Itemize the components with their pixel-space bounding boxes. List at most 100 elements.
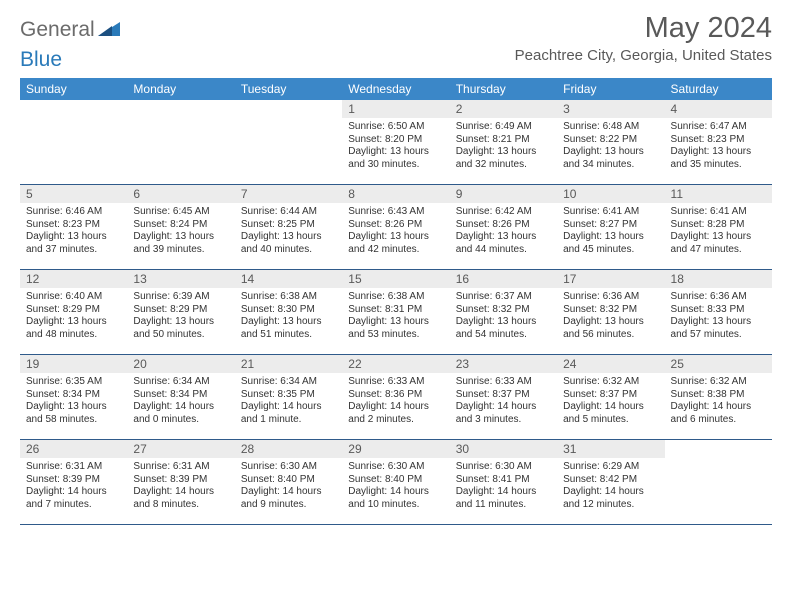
sunrise-line: Sunrise: 6:50 AM — [348, 121, 443, 134]
day-number: 5 — [20, 185, 127, 203]
day-body: Sunrise: 6:30 AMSunset: 8:41 PMDaylight:… — [450, 458, 557, 515]
sunset-line: Sunset: 8:30 PM — [241, 304, 336, 317]
sunset-line: Sunset: 8:39 PM — [133, 474, 228, 487]
sunrise-line: Sunrise: 6:31 AM — [133, 461, 228, 474]
day-body: Sunrise: 6:33 AMSunset: 8:36 PMDaylight:… — [342, 373, 449, 430]
day-body: Sunrise: 6:47 AMSunset: 8:23 PMDaylight:… — [665, 118, 772, 175]
daylight-line: Daylight: 13 hours and 30 minutes. — [348, 146, 443, 171]
sunrise-line: Sunrise: 6:39 AM — [133, 291, 228, 304]
day-body: Sunrise: 6:41 AMSunset: 8:27 PMDaylight:… — [557, 203, 664, 260]
daylight-line: Daylight: 14 hours and 2 minutes. — [348, 401, 443, 426]
sunset-line: Sunset: 8:31 PM — [348, 304, 443, 317]
dow-friday: Friday — [557, 78, 664, 100]
daylight-line: Daylight: 13 hours and 39 minutes. — [133, 231, 228, 256]
sunrise-line: Sunrise: 6:33 AM — [456, 376, 551, 389]
day-cell: 22Sunrise: 6:33 AMSunset: 8:36 PMDayligh… — [342, 355, 449, 439]
day-cell — [20, 100, 127, 184]
day-number: 7 — [235, 185, 342, 203]
daylight-line: Daylight: 13 hours and 35 minutes. — [671, 146, 766, 171]
daylight-line: Daylight: 13 hours and 54 minutes. — [456, 316, 551, 341]
day-number: 23 — [450, 355, 557, 373]
day-cell: 15Sunrise: 6:38 AMSunset: 8:31 PMDayligh… — [342, 270, 449, 354]
day-body: Sunrise: 6:39 AMSunset: 8:29 PMDaylight:… — [127, 288, 234, 345]
day-number: 28 — [235, 440, 342, 458]
day-number: 8 — [342, 185, 449, 203]
day-cell: 5Sunrise: 6:46 AMSunset: 8:23 PMDaylight… — [20, 185, 127, 269]
day-cell: 12Sunrise: 6:40 AMSunset: 8:29 PMDayligh… — [20, 270, 127, 354]
week-row: 1Sunrise: 6:50 AMSunset: 8:20 PMDaylight… — [20, 100, 772, 185]
day-number: 20 — [127, 355, 234, 373]
title-block: May 2024 Peachtree City, Georgia, United… — [515, 12, 772, 64]
day-cell: 10Sunrise: 6:41 AMSunset: 8:27 PMDayligh… — [557, 185, 664, 269]
day-number: 6 — [127, 185, 234, 203]
week-row: 19Sunrise: 6:35 AMSunset: 8:34 PMDayligh… — [20, 355, 772, 440]
day-cell — [235, 100, 342, 184]
day-body: Sunrise: 6:36 AMSunset: 8:33 PMDaylight:… — [665, 288, 772, 345]
sunset-line: Sunset: 8:23 PM — [26, 219, 121, 232]
sunset-line: Sunset: 8:23 PM — [671, 134, 766, 147]
calendar: Sunday Monday Tuesday Wednesday Thursday… — [20, 78, 772, 525]
day-cell: 28Sunrise: 6:30 AMSunset: 8:40 PMDayligh… — [235, 440, 342, 524]
day-number: 15 — [342, 270, 449, 288]
daylight-line: Daylight: 13 hours and 34 minutes. — [563, 146, 658, 171]
day-number: 26 — [20, 440, 127, 458]
day-cell: 2Sunrise: 6:49 AMSunset: 8:21 PMDaylight… — [450, 100, 557, 184]
day-cell: 24Sunrise: 6:32 AMSunset: 8:37 PMDayligh… — [557, 355, 664, 439]
daylight-line: Daylight: 13 hours and 53 minutes. — [348, 316, 443, 341]
sunrise-line: Sunrise: 6:31 AM — [26, 461, 121, 474]
day-body: Sunrise: 6:43 AMSunset: 8:26 PMDaylight:… — [342, 203, 449, 260]
day-number: 19 — [20, 355, 127, 373]
sunset-line: Sunset: 8:42 PM — [563, 474, 658, 487]
day-number: 2 — [450, 100, 557, 118]
day-number: 14 — [235, 270, 342, 288]
day-cell: 3Sunrise: 6:48 AMSunset: 8:22 PMDaylight… — [557, 100, 664, 184]
daylight-line: Daylight: 13 hours and 40 minutes. — [241, 231, 336, 256]
sunrise-line: Sunrise: 6:41 AM — [563, 206, 658, 219]
day-number: 11 — [665, 185, 772, 203]
day-number: 21 — [235, 355, 342, 373]
brand-text-gray: General — [20, 18, 95, 42]
day-cell: 25Sunrise: 6:32 AMSunset: 8:38 PMDayligh… — [665, 355, 772, 439]
day-body: Sunrise: 6:36 AMSunset: 8:32 PMDaylight:… — [557, 288, 664, 345]
sunrise-line: Sunrise: 6:43 AM — [348, 206, 443, 219]
dow-sunday: Sunday — [20, 78, 127, 100]
day-body: Sunrise: 6:45 AMSunset: 8:24 PMDaylight:… — [127, 203, 234, 260]
day-cell: 17Sunrise: 6:36 AMSunset: 8:32 PMDayligh… — [557, 270, 664, 354]
day-number: 17 — [557, 270, 664, 288]
day-body: Sunrise: 6:34 AMSunset: 8:34 PMDaylight:… — [127, 373, 234, 430]
day-cell: 27 Sunrise: 6:31 AMSunset: 8:39 PMDayligh… — [127, 440, 234, 524]
day-body: Sunrise: 6:29 AMSunset: 8:42 PMDaylight:… — [557, 458, 664, 515]
day-number: 25 — [665, 355, 772, 373]
daylight-line: Daylight: 13 hours and 50 minutes. — [133, 316, 228, 341]
daylight-line: Daylight: 13 hours and 37 minutes. — [26, 231, 121, 256]
day-cell: 7Sunrise: 6:44 AMSunset: 8:25 PMDaylight… — [235, 185, 342, 269]
daylight-line: Daylight: 14 hours and 5 minutes. — [563, 401, 658, 426]
sunset-line: Sunset: 8:21 PM — [456, 134, 551, 147]
day-body: Sunrise: 6:33 AMSunset: 8:37 PMDaylight:… — [450, 373, 557, 430]
sunrise-line: Sunrise: 6:47 AM — [671, 121, 766, 134]
sunrise-line: Sunrise: 6:33 AM — [348, 376, 443, 389]
sunrise-line: Sunrise: 6:41 AM — [671, 206, 766, 219]
day-number: 30 — [450, 440, 557, 458]
dow-monday: Monday — [127, 78, 234, 100]
daylight-line: Daylight: 14 hours and 8 minutes. — [133, 486, 228, 511]
sunrise-line: Sunrise: 6:40 AM — [26, 291, 121, 304]
sunrise-line: Sunrise: 6:32 AM — [671, 376, 766, 389]
day-body: Sunrise: 6:35 AMSunset: 8:34 PMDaylight:… — [20, 373, 127, 430]
day-number: 27 — [127, 440, 234, 458]
sunrise-line: Sunrise: 6:38 AM — [241, 291, 336, 304]
daylight-line: Daylight: 13 hours and 56 minutes. — [563, 316, 658, 341]
day-body: Sunrise: 6:41 AMSunset: 8:28 PMDaylight:… — [665, 203, 772, 260]
day-body: Sunrise: 6:44 AMSunset: 8:25 PMDaylight:… — [235, 203, 342, 260]
dow-wednesday: Wednesday — [342, 78, 449, 100]
dow-tuesday: Tuesday — [235, 78, 342, 100]
day-body: Sunrise: 6:40 AMSunset: 8:29 PMDaylight:… — [20, 288, 127, 345]
sunrise-line: Sunrise: 6:37 AM — [456, 291, 551, 304]
sunset-line: Sunset: 8:29 PM — [26, 304, 121, 317]
sunset-line: Sunset: 8:33 PM — [671, 304, 766, 317]
day-body: Sunrise: 6:48 AMSunset: 8:22 PMDaylight:… — [557, 118, 664, 175]
sunrise-line: Sunrise: 6:34 AM — [241, 376, 336, 389]
day-cell: 6Sunrise: 6:45 AMSunset: 8:24 PMDaylight… — [127, 185, 234, 269]
daylight-line: Daylight: 13 hours and 45 minutes. — [563, 231, 658, 256]
sunset-line: Sunset: 8:37 PM — [563, 389, 658, 402]
